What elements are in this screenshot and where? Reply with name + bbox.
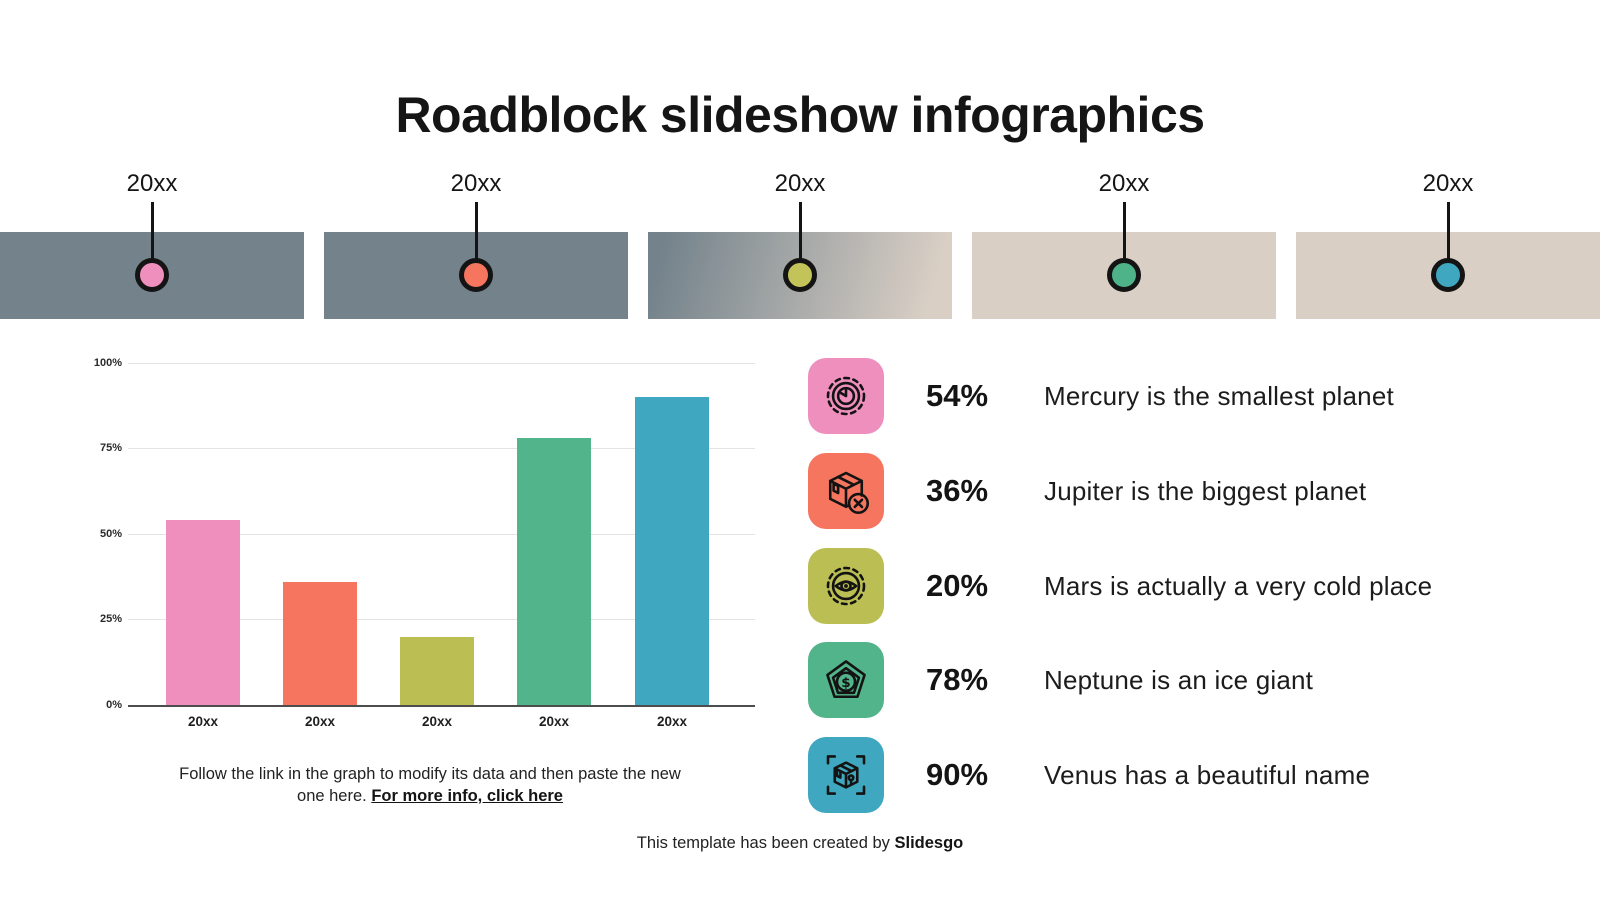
box-scan-icon bbox=[808, 737, 884, 813]
legend-row: 20% Mars is actually a very cold place bbox=[808, 548, 1432, 624]
milestone-year-label: 20xx bbox=[1422, 170, 1474, 197]
more-info-link[interactable]: For more info, click here bbox=[371, 787, 563, 805]
bar bbox=[635, 397, 709, 705]
milestone-dot bbox=[1107, 258, 1141, 292]
y-axis-tick: 50% bbox=[99, 528, 122, 540]
x-axis-line bbox=[128, 705, 755, 707]
y-axis-tick: 25% bbox=[99, 613, 122, 625]
legend-label: Jupiter is the biggest planet bbox=[1044, 475, 1367, 506]
legend-list: 54% Mercury is the smallest planet 36% J… bbox=[808, 358, 1528, 828]
milestone-year-label: 20xx bbox=[1098, 170, 1150, 197]
legend-percent: 20% bbox=[926, 568, 989, 603]
graph-note: Follow the link in the graph to modify i… bbox=[120, 763, 740, 807]
road-dash-line bbox=[636, 341, 966, 347]
legend-label: Neptune is an ice giant bbox=[1044, 664, 1314, 695]
gridline bbox=[128, 619, 755, 620]
y-axis-tick: 100% bbox=[93, 357, 122, 369]
y-axis-tick: 0% bbox=[106, 699, 122, 711]
milestone-year-label: 20xx bbox=[774, 170, 826, 197]
legend-row: 36% Jupiter is the biggest planet bbox=[808, 453, 1366, 529]
legend-label: Mercury is the smallest planet bbox=[1044, 380, 1394, 411]
legend-percent: 78% bbox=[926, 662, 989, 697]
bar bbox=[517, 438, 591, 705]
x-axis-tick: 20xx bbox=[304, 714, 336, 729]
milestone-dot bbox=[459, 258, 493, 292]
timeline-milestone: 20xx bbox=[636, 164, 966, 347]
bar bbox=[166, 520, 240, 705]
timeline-milestone: 20xx bbox=[1284, 164, 1600, 347]
x-axis-tick: 20xx bbox=[538, 714, 570, 729]
timeline-milestone: 20xx bbox=[312, 164, 642, 347]
credit-text: This template has been created by bbox=[636, 834, 890, 852]
road-dash-line bbox=[1284, 341, 1600, 347]
legend-row: 90% Venus has a beautiful name bbox=[808, 737, 1370, 813]
milestone-dot bbox=[1431, 258, 1465, 292]
gear-clock-icon bbox=[808, 358, 884, 434]
template-credit: This template has been created by Slides… bbox=[0, 834, 1600, 853]
legend-percent: 90% bbox=[926, 757, 989, 792]
gridline bbox=[128, 363, 755, 364]
package-cancel-icon bbox=[808, 453, 884, 529]
y-axis-tick: 75% bbox=[99, 442, 122, 454]
legend-percent: 36% bbox=[926, 473, 989, 508]
legend-label: Venus has a beautiful name bbox=[1044, 759, 1371, 790]
page-title: Roadblock slideshow infographics bbox=[395, 87, 1205, 143]
milestone-dot bbox=[135, 258, 169, 292]
milestone-dot bbox=[783, 258, 817, 292]
legend-row: $ 78% Neptune is an ice giant bbox=[808, 642, 1313, 718]
bar bbox=[400, 636, 474, 705]
road-dash-line bbox=[0, 341, 318, 347]
graph-note-text: Follow the link in the graph to modify i… bbox=[179, 765, 681, 805]
road-dash-line bbox=[312, 341, 642, 347]
timeline: 20xx 20xx 20xx 20xx bbox=[0, 164, 1600, 347]
milestone-pin-line bbox=[798, 202, 802, 275]
bar bbox=[283, 581, 357, 705]
timeline-milestone: 20xx bbox=[960, 164, 1290, 347]
bar-chart[interactable]: 100% 75% 50% 25% 0% 20xx 20xx 20xx 20xx … bbox=[90, 355, 770, 735]
road-dash-line bbox=[960, 341, 1290, 347]
svg-text:$: $ bbox=[841, 675, 850, 691]
milestone-pin-line bbox=[474, 202, 478, 275]
gear-eye-icon bbox=[808, 548, 884, 624]
legend-row: 54% Mercury is the smallest planet bbox=[808, 358, 1394, 434]
x-axis-tick: 20xx bbox=[187, 714, 219, 729]
x-axis-tick: 20xx bbox=[656, 714, 688, 729]
milestone-year-label: 20xx bbox=[126, 170, 178, 197]
x-axis-tick: 20xx bbox=[421, 714, 453, 729]
pentagon-dollar-icon: $ bbox=[808, 642, 884, 718]
gridline bbox=[128, 534, 755, 535]
milestone-pin-line bbox=[1122, 202, 1126, 275]
legend-percent: 54% bbox=[926, 378, 989, 413]
timeline-milestone: 20xx bbox=[0, 164, 318, 347]
plot-area bbox=[128, 363, 755, 705]
legend-label: Mars is actually a very cold place bbox=[1044, 570, 1433, 601]
milestone-pin-line bbox=[150, 202, 154, 275]
milestone-year-label: 20xx bbox=[450, 170, 502, 197]
milestone-pin-line bbox=[1446, 202, 1450, 275]
credit-brand: Slidesgo bbox=[894, 834, 964, 852]
gridline bbox=[128, 448, 755, 449]
